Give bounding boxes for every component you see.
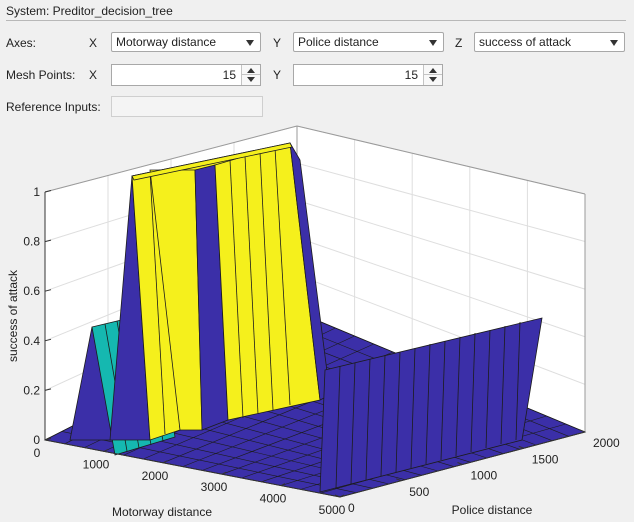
system-label: System: Preditor_decision_tree xyxy=(6,4,173,18)
z-tick-label: 0.4 xyxy=(23,334,40,348)
y-tick-label: 0 xyxy=(348,501,355,515)
reference-inputs-label: Reference Inputs: xyxy=(6,100,101,114)
increment-arrow-icon[interactable] xyxy=(429,68,437,73)
stepper-divider xyxy=(242,74,260,75)
axes-label: Axes: xyxy=(6,36,37,50)
x-tick-label: 3000 xyxy=(201,480,228,494)
x-tick-label: 1000 xyxy=(83,457,110,471)
mesh-x-stepper[interactable] xyxy=(241,65,260,85)
mesh-x-spinner[interactable]: 15 xyxy=(111,64,261,86)
z-grid-line xyxy=(296,274,586,385)
y-tick-label: 2000 xyxy=(593,436,620,450)
chevron-down-icon xyxy=(610,40,618,46)
chevron-down-icon xyxy=(429,40,437,46)
z-tick-mark xyxy=(44,338,52,342)
increment-arrow-icon[interactable] xyxy=(247,68,255,73)
z-axis-select[interactable]: success of attack xyxy=(474,32,625,52)
system-title-bar: System: Preditor_decision_tree xyxy=(0,0,634,22)
z-grid-line xyxy=(296,199,586,290)
x-tick-label: 5000 xyxy=(319,503,346,517)
y-axis-select-value: Police distance xyxy=(298,35,379,49)
axes-y-tag: Y xyxy=(273,36,282,50)
stepper-divider xyxy=(424,74,442,75)
z-tick-mark xyxy=(44,289,52,292)
y-axis-select[interactable]: Police distance xyxy=(293,32,444,52)
axes-x-tag: X xyxy=(89,36,98,50)
z-tick-label: 0.2 xyxy=(23,383,40,397)
z-tick-label: 1 xyxy=(33,185,40,199)
y-tick-mark xyxy=(579,429,586,433)
mesh-y-tag: Y xyxy=(273,68,282,82)
x-tick-mark xyxy=(103,448,109,452)
x-axis-select-value: Motorway distance xyxy=(116,35,217,49)
x-tick-mark xyxy=(221,471,227,475)
x-axis-title: Motorway distance xyxy=(112,505,212,519)
mesh-x-tag: X xyxy=(89,68,98,82)
z-axis-select-value: success of attack xyxy=(479,35,572,49)
x-tick-mark xyxy=(162,460,168,464)
reference-inputs-field xyxy=(111,96,263,117)
x-axis-select[interactable]: Motorway distance xyxy=(111,32,261,52)
y-axis-title: Police distance xyxy=(452,503,533,517)
x-tick-mark xyxy=(339,494,345,498)
y-tick-mark xyxy=(518,445,524,449)
z-axis-title: success of attack xyxy=(6,269,20,362)
floor-mesh-line xyxy=(61,431,357,493)
surface-yellow-peak xyxy=(109,142,331,441)
z-tick-mark xyxy=(44,239,52,243)
z-grid-line xyxy=(296,162,586,243)
y-tick-mark xyxy=(396,478,402,482)
x-tick-mark xyxy=(44,437,50,441)
y-tick-mark xyxy=(334,494,341,498)
y-tick-label: 500 xyxy=(409,485,429,499)
surface-purple-ridge xyxy=(319,317,543,493)
x-tick-label: 2000 xyxy=(142,469,169,483)
z-tick-label: 0.6 xyxy=(23,284,40,298)
x-tick-label: 0 xyxy=(34,446,41,460)
y-tick-mark xyxy=(457,462,463,465)
mesh-y-value: 15 xyxy=(404,68,418,82)
y-tick-label: 1000 xyxy=(471,469,498,483)
decrement-arrow-icon[interactable] xyxy=(247,77,255,82)
z-tick-label: 0 xyxy=(33,433,40,447)
x-tick-mark xyxy=(280,483,286,487)
y-tick-label: 1500 xyxy=(532,452,559,466)
mesh-y-stepper[interactable] xyxy=(423,65,442,85)
z-tick-label: 0.8 xyxy=(23,235,40,249)
axes-z-tag: Z xyxy=(455,36,463,50)
decrement-arrow-icon[interactable] xyxy=(429,77,437,82)
chevron-down-icon xyxy=(246,40,254,46)
z-tick-mark xyxy=(44,190,52,193)
title-divider xyxy=(6,20,626,21)
mesh-x-value: 15 xyxy=(222,68,236,82)
z-tick-mark xyxy=(44,388,52,391)
mesh-points-label: Mesh Points: xyxy=(6,68,76,82)
mesh-y-spinner[interactable]: 15 xyxy=(293,64,443,86)
x-tick-label: 4000 xyxy=(260,492,287,506)
